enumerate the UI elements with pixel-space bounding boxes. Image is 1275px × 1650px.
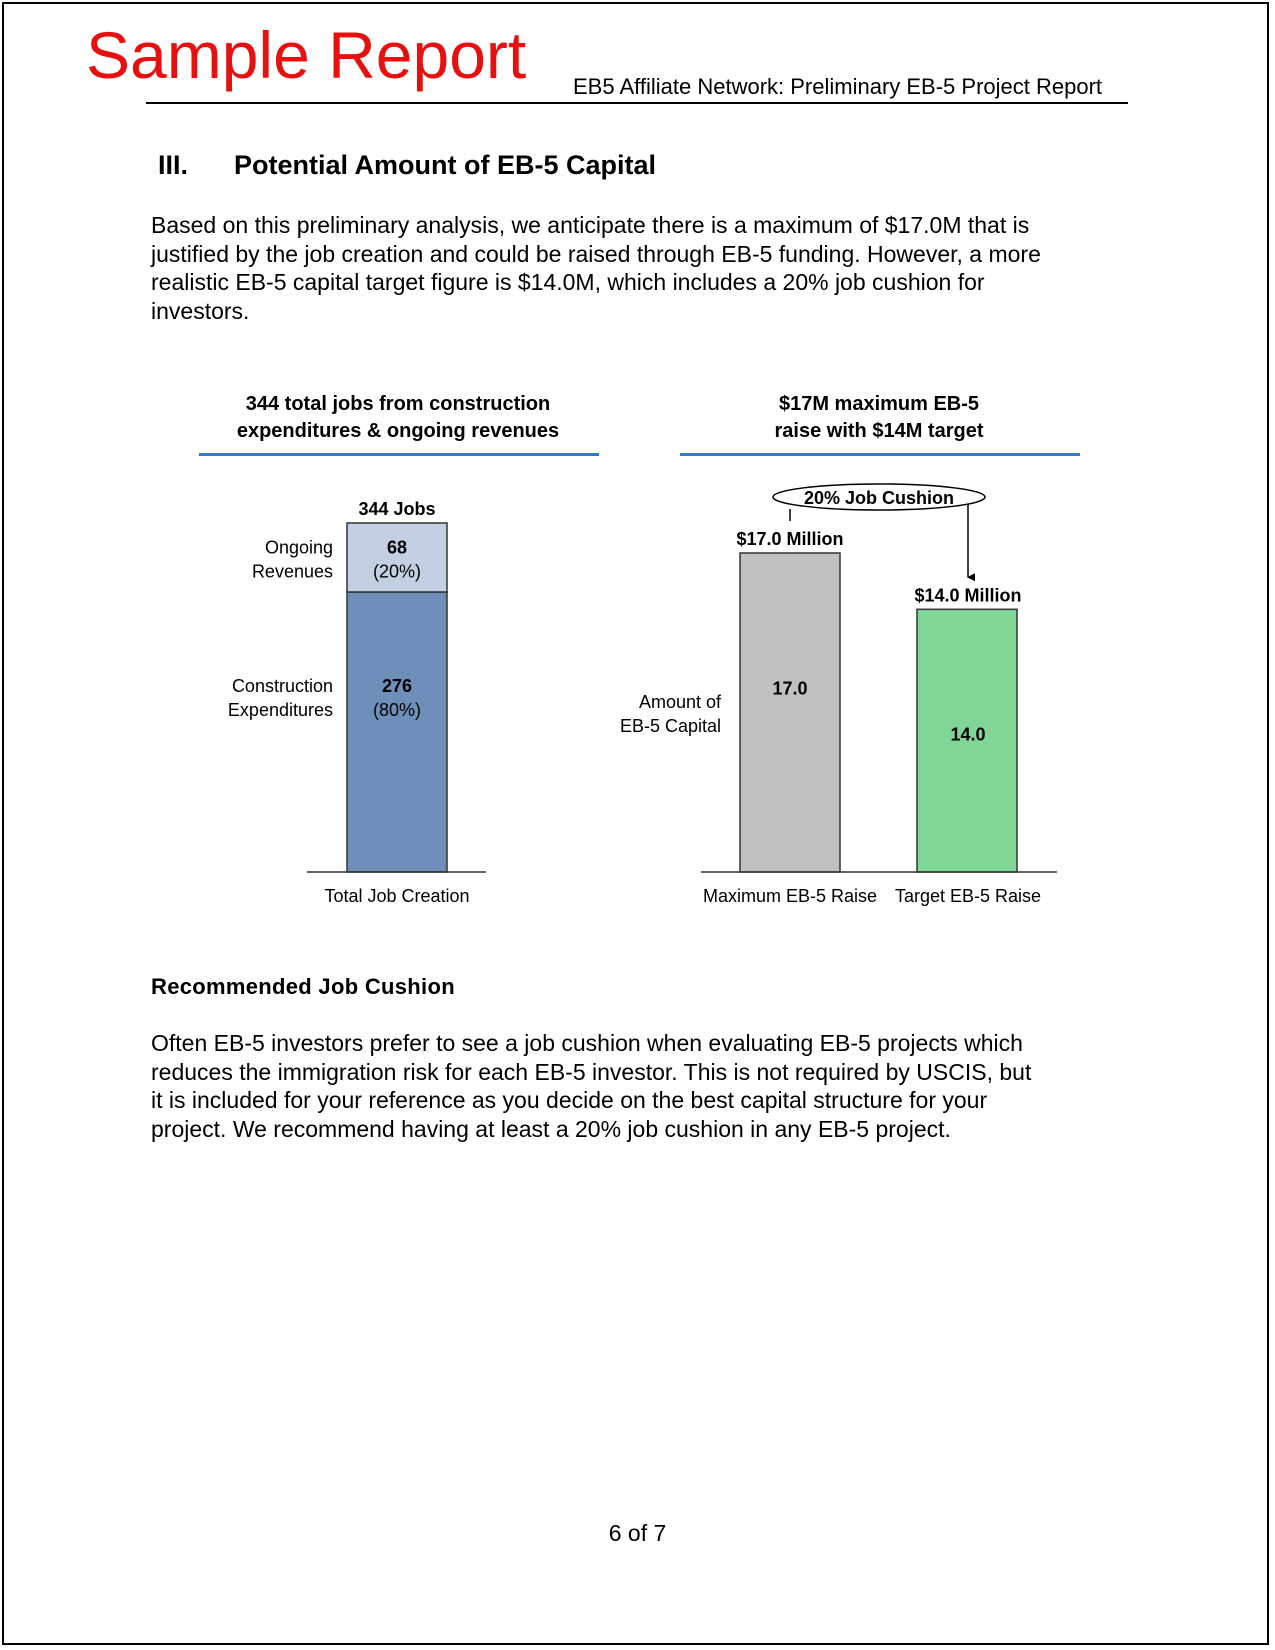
construction-series-label: Construction: [232, 676, 333, 696]
ongoing-series-label: Ongoing: [265, 537, 333, 557]
text-line: it is included for your reference as you…: [151, 1087, 988, 1113]
job-cushion-callout: [772, 483, 986, 511]
body-paragraph: Often EB-5 investors prefer to see a job…: [151, 1029, 1141, 1143]
chart2-category-label: Target EB-5 Raise: [895, 886, 1041, 906]
chart2-category-label: Maximum EB-5 Raise: [703, 886, 877, 906]
header-title: EB5 Affiliate Network: Preliminary EB-5 …: [573, 74, 1103, 99]
sample-report-watermark: Sample Report: [86, 18, 527, 92]
text-line: project. We recommend having at least a …: [151, 1115, 951, 1142]
chart2-title-rule: [680, 453, 1080, 456]
header-rule: [146, 102, 1128, 104]
chart2-title-line2: raise with $14M target: [775, 420, 984, 442]
subheading: Recommended Job Cushion: [151, 974, 455, 999]
ongoing-value-label: 68: [387, 537, 407, 557]
total-jobs-label: 344 Jobs: [358, 499, 435, 519]
ongoing-series-label: Revenues: [252, 561, 333, 581]
chart2-title-line1: $17M maximum EB-5: [779, 393, 979, 415]
target-value-label: 14.0: [950, 725, 985, 745]
bar-construction-expenditures: [346, 591, 448, 873]
bar-ongoing-revenues: [346, 522, 448, 593]
text-line: investors.: [151, 297, 250, 324]
intro-paragraph: Based on this preliminary analysis, we a…: [151, 211, 1141, 325]
max-top-label: $17.0 Million: [736, 529, 843, 549]
text-line: realistic EB-5 capital target figure is …: [151, 269, 985, 295]
job-cushion-label: 20% Job Cushion: [804, 488, 954, 508]
max-value-label: 17.0: [772, 679, 807, 699]
chart1-title-rule: [199, 453, 599, 456]
page-number: 6 of 7: [608, 1520, 667, 1546]
text-line: Often EB-5 investors prefer to see a job…: [151, 1030, 1023, 1056]
text-line: reduces the immigration risk for each EB…: [151, 1058, 1032, 1085]
ongoing-pct-label: (20%): [373, 561, 421, 581]
text-line: Based on this preliminary analysis, we a…: [151, 212, 1030, 238]
construction-pct-label: (80%): [373, 700, 421, 720]
construction-value-label: 276: [382, 676, 412, 696]
bar-target-raise: [916, 608, 1018, 873]
chart1-category-label: Total Job Creation: [324, 886, 469, 906]
y-axis-label: EB-5 Capital: [620, 716, 721, 736]
construction-series-label: Expenditures: [228, 700, 333, 720]
y-axis-label: Amount of: [639, 692, 722, 712]
target-top-label: $14.0 Million: [914, 585, 1021, 605]
section-title: Potential Amount of EB-5 Capital: [234, 150, 657, 180]
text-line: justified by the job creation and could …: [151, 240, 1041, 267]
bar-maximum-raise: [739, 552, 841, 873]
chart1-title-line1: 344 total jobs from construction: [246, 393, 550, 415]
section-number: III.: [158, 150, 189, 180]
chart1-title-line2: expenditures & ongoing revenues: [237, 420, 559, 442]
